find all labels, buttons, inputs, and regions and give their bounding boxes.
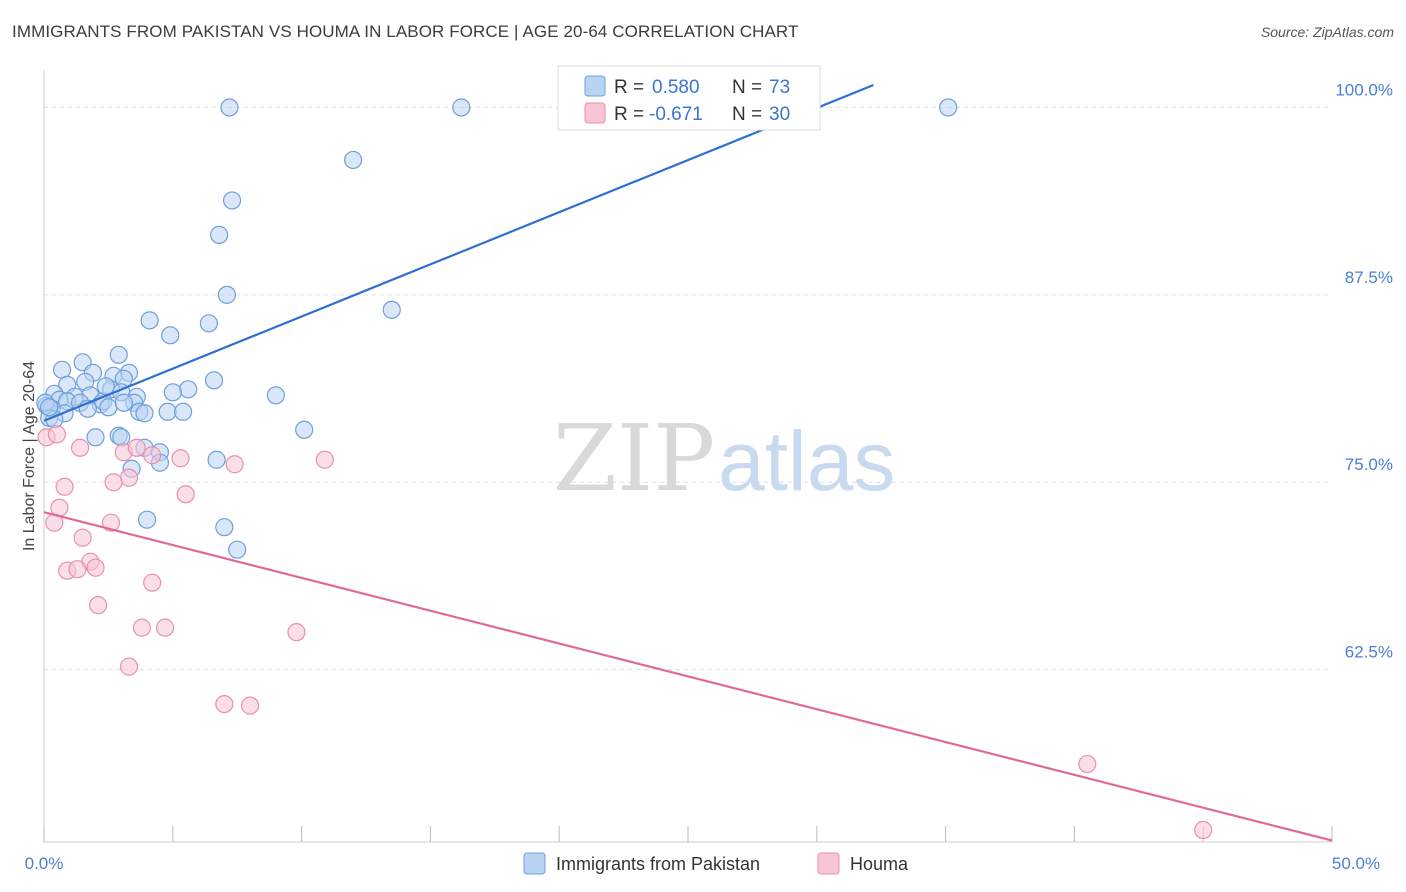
pakistan-point-56: [137, 510, 157, 529]
series-legend-label-pakistan: Immigrants from Pakistan: [556, 854, 760, 874]
y-tick-label-3: 100.0%: [1335, 80, 1393, 99]
series-legend-swatch-pakistan: [523, 852, 546, 875]
houma-point-6: [171, 449, 190, 468]
x-tick-label-min: 0.0%: [25, 854, 64, 873]
legend-r-label-2: R =: [614, 104, 644, 125]
series-legend-label-houma: Houma: [850, 854, 909, 874]
legend-swatch-pink: [584, 102, 606, 124]
houma-point-8: [315, 450, 334, 469]
correlation-legend: R = 0.580 N = 73 R = -0.671 N = 30: [557, 65, 821, 131]
pakistan-point-6: [217, 285, 236, 304]
series-pakistan-points: [36, 98, 958, 559]
pakistan-point-53: [207, 450, 226, 469]
legend-n-value-2: 30: [769, 104, 790, 125]
series-legend: Immigrants from Pakistan Houma: [523, 852, 909, 875]
houma-point-23: [132, 618, 151, 637]
pakistan-point-7: [382, 300, 401, 319]
houma-point-4: [127, 438, 146, 457]
houma-point-18: [86, 558, 105, 577]
pakistan-point-5: [210, 225, 229, 244]
pakistan-point-4: [222, 191, 242, 210]
houma-point-10: [104, 473, 123, 492]
houma-point-15: [101, 513, 121, 532]
houma-point-24: [155, 618, 175, 637]
pakistan-point-3: [344, 150, 363, 170]
pakistan-point-0: [220, 98, 239, 117]
houma-point-20: [68, 560, 87, 579]
pakistan-point-57: [215, 518, 234, 537]
pakistan-point-10: [161, 326, 180, 345]
trend-line-pakistan: [43, 83, 874, 422]
legend-r-value-2: -0.671: [649, 104, 703, 125]
legend-r-label-1: R =: [614, 77, 644, 98]
pakistan-point-58: [228, 540, 247, 559]
y-tick-label-2: 87.5%: [1345, 268, 1393, 287]
pakistan-point-50: [112, 428, 131, 447]
pakistan-point-44: [174, 402, 193, 421]
houma-point-27: [215, 694, 234, 714]
legend-r-value-1: 0.580: [652, 77, 700, 98]
pakistan-point-2: [939, 98, 958, 117]
houma-point-7: [225, 455, 244, 474]
y-tick-label-0: 62.5%: [1345, 643, 1393, 662]
houma-point-11: [55, 477, 74, 496]
watermark-atlas: atlas: [718, 414, 895, 508]
chart-title: IMMIGRANTS FROM PAKISTAN VS HOUMA IN LAB…: [12, 22, 799, 41]
pakistan-point-1: [452, 98, 471, 117]
houma-point-9: [119, 468, 139, 487]
legend-n-label-2: N =: [732, 104, 762, 125]
pakistan-point-11: [109, 345, 128, 364]
trend-line-houma: [43, 511, 1333, 842]
houma-point-12: [176, 485, 195, 504]
houma-point-22: [88, 596, 108, 615]
x-tick-marks: [43, 826, 1333, 842]
y-axis-label: In Labor Force | Age 20-64: [21, 361, 38, 551]
pakistan-point-19: [204, 371, 224, 390]
houma-point-2: [70, 438, 90, 457]
pakistan-point-24: [163, 383, 182, 402]
pakistan-point-38: [99, 398, 118, 417]
pakistan-point-42: [135, 404, 154, 423]
pakistan-point-8: [140, 311, 159, 330]
pakistan-point-43: [158, 402, 177, 421]
houma-point-1: [47, 425, 66, 444]
y-tick-labels: 62.5% 75.0% 87.5% 100.0%: [1335, 80, 1393, 661]
series-legend-swatch-houma: [817, 852, 840, 875]
x-tick-label-max: 50.0%: [1332, 854, 1380, 873]
watermark: ZIP atlas: [553, 405, 895, 512]
pakistan-point-60: [40, 398, 59, 417]
pakistan-point-23: [179, 380, 198, 399]
houma-point-28: [240, 696, 260, 715]
pakistan-point-47: [295, 420, 314, 439]
houma-point-21: [143, 573, 162, 592]
houma-point-30: [1194, 820, 1213, 840]
houma-point-25: [287, 623, 306, 642]
pakistan-point-9: [199, 314, 218, 333]
watermark-zip: ZIP: [553, 405, 715, 512]
legend-n-label-1: N =: [732, 77, 762, 98]
pakistan-point-29: [266, 386, 285, 405]
houma-point-29: [1078, 754, 1097, 774]
legend-swatch-blue: [584, 75, 606, 97]
y-tick-label-1: 75.0%: [1345, 455, 1393, 474]
grid-lines: [44, 106, 1332, 671]
pakistan-point-61: [114, 393, 133, 412]
trend-lines: [43, 83, 1333, 842]
houma-point-16: [73, 528, 92, 547]
series-houma-points: [37, 425, 1213, 840]
pakistan-point-48: [86, 428, 105, 447]
houma-point-26: [119, 657, 139, 676]
legend-n-value-1: 73: [769, 77, 790, 98]
houma-point-5: [143, 446, 162, 465]
source-credit: Source: ZipAtlas.com: [1260, 24, 1394, 40]
